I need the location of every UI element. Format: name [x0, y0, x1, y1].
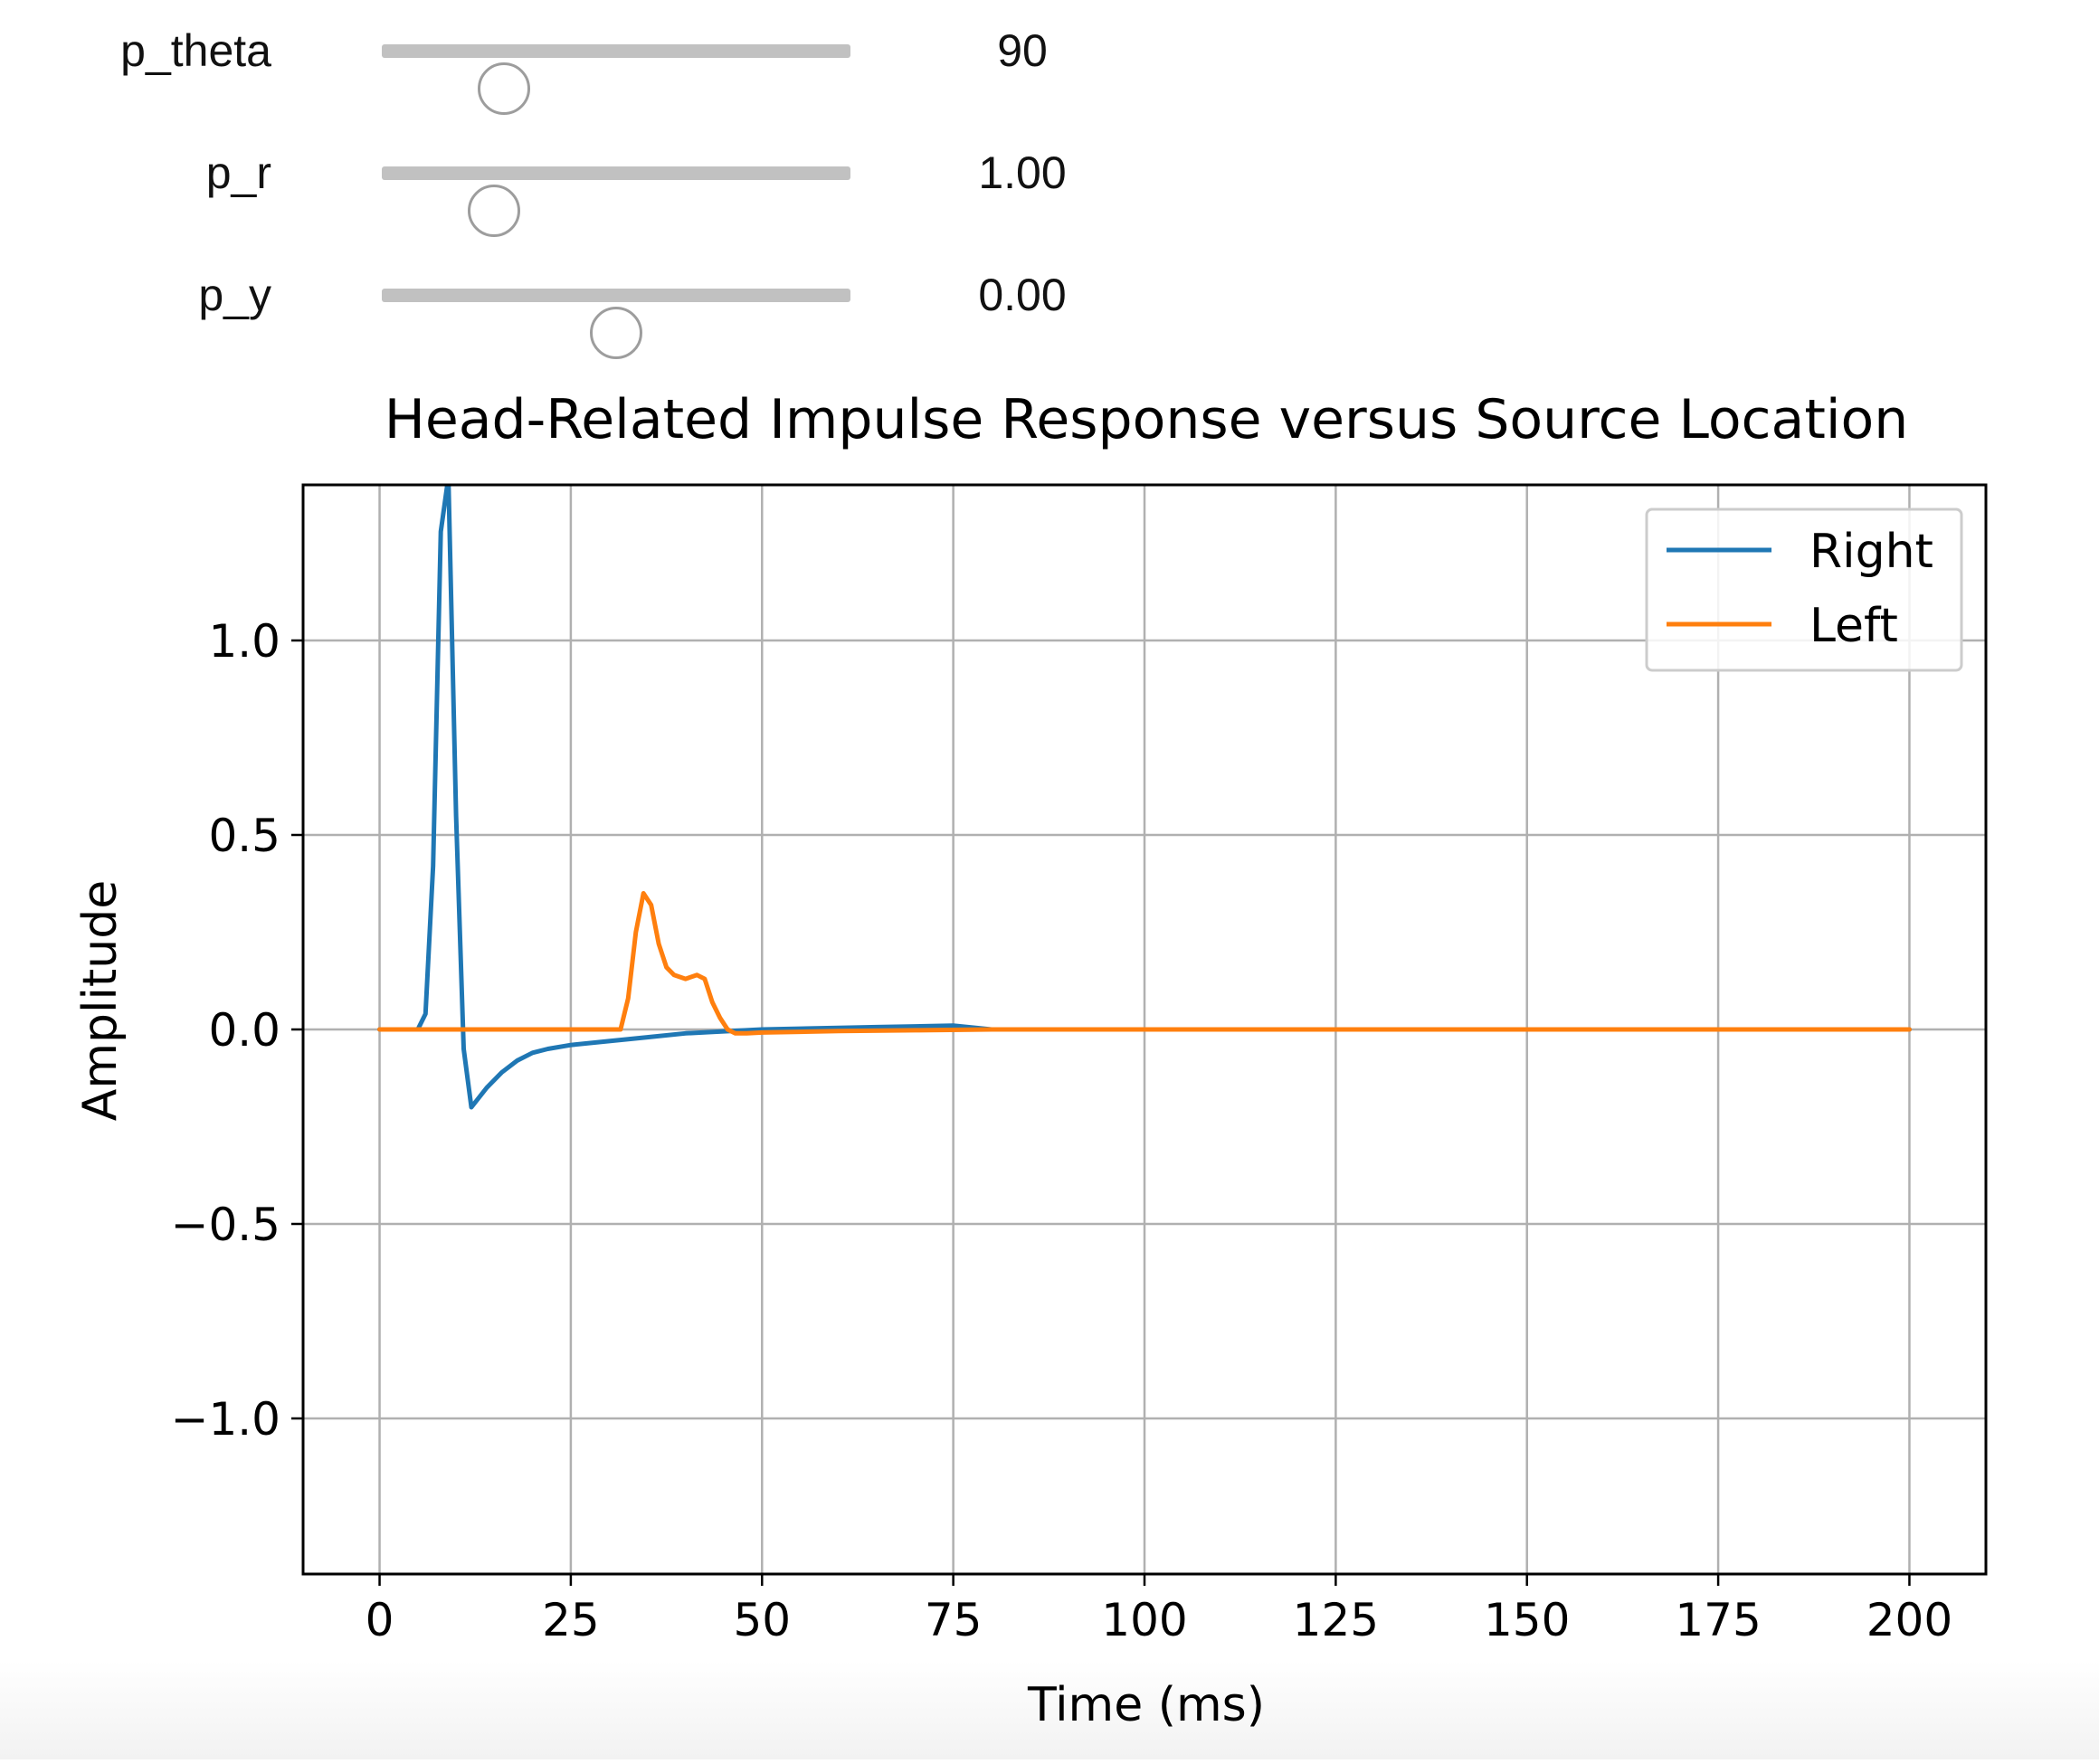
slider-row-p-theta: p_theta 90 — [0, 5, 1176, 115]
x-tick-label: 75 — [925, 1594, 983, 1646]
bottom-bar — [0, 1660, 2099, 1759]
p-y-slider-handle[interactable] — [590, 307, 642, 359]
slider-value: 0.00 — [978, 270, 1067, 320]
y-tick-label: 0.5 — [208, 810, 280, 862]
legend: Right Left — [1645, 507, 1963, 672]
x-tick-label: 0 — [366, 1594, 394, 1646]
slider-value: 1.00 — [978, 147, 1067, 198]
slider-label: p_r — [205, 147, 271, 198]
p-theta-slider-handle[interactable] — [477, 62, 530, 115]
slider-panel: p_theta 90 p_r 1.00 p_y 0.00 — [0, 0, 1176, 359]
slider-label: p_theta — [120, 25, 271, 76]
y-tick-label: −1.0 — [171, 1393, 280, 1446]
x-tick-label: 150 — [1484, 1594, 1570, 1646]
slider-row-p-r: p_r 1.00 — [0, 127, 1176, 237]
hrir-chart: 0 25 50 75 100 125 150 175 200−1.0−0.50.00.51.0 … — [73, 388, 1988, 1732]
y-tick-label: 0.0 — [208, 1004, 280, 1057]
p-theta-slider-track[interactable] — [382, 44, 850, 115]
p-r-slider-handle[interactable] — [468, 185, 521, 237]
chart-title: Head-Related Impulse Response versus Sou… — [385, 388, 1909, 451]
p-y-slider-track[interactable] — [382, 289, 850, 359]
slider-row-p-y: p_y 0.00 — [0, 249, 1176, 359]
series-line-left — [377, 891, 1912, 1036]
legend-label-left: Left — [1809, 599, 1898, 653]
x-tick-label: 100 — [1101, 1594, 1187, 1646]
slider-label: p_y — [198, 270, 271, 320]
legend-label-right: Right — [1809, 525, 1933, 579]
p-r-slider-track[interactable] — [382, 166, 850, 237]
x-tick-label: 200 — [1866, 1594, 1952, 1646]
x-tick-label: 25 — [542, 1594, 600, 1646]
y-tick-label: −0.5 — [171, 1199, 280, 1251]
x-tick-label: 175 — [1675, 1594, 1761, 1646]
slider-value: 90 — [997, 25, 1048, 76]
chart-area: 0 25 50 75 100 125 150 175 200 −1.0 −0.5 0.0 0.5 1.0 … — [0, 380, 2099, 1759]
x-tick-label: 125 — [1293, 1594, 1379, 1646]
x-axis-label: Time (ms) — [1027, 1678, 1265, 1732]
y-axis-label: Amplitude — [73, 880, 128, 1121]
x-tick-label: 50 — [733, 1594, 791, 1646]
y-tick-label: 1.0 — [208, 615, 280, 668]
